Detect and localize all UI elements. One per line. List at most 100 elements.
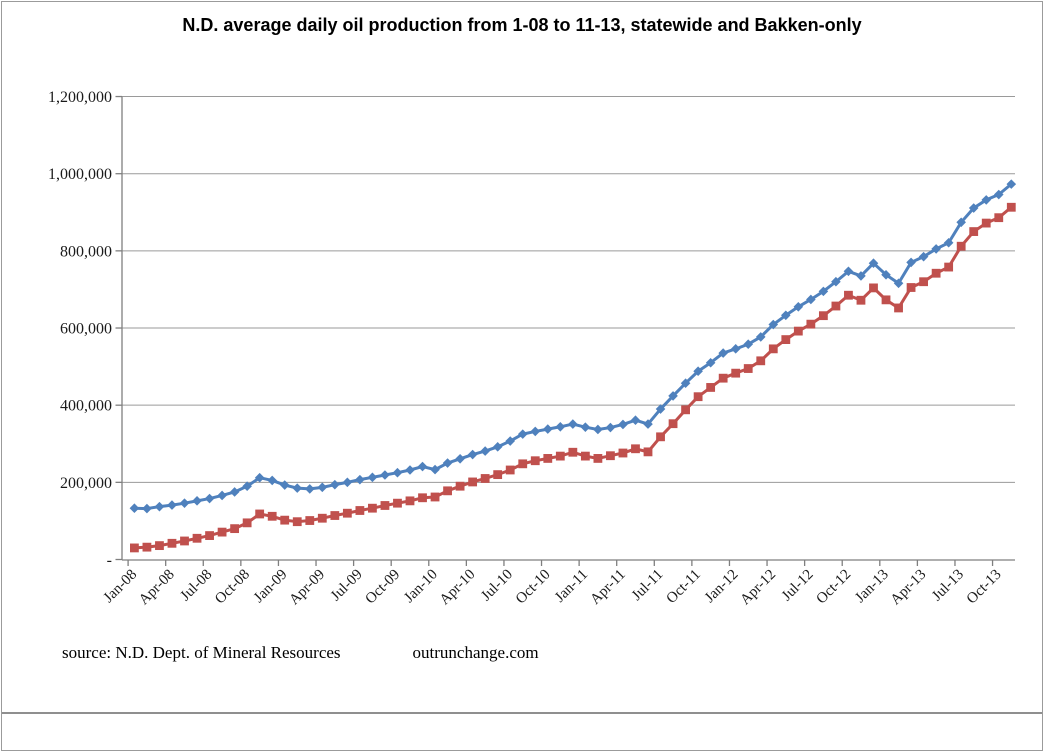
marker-square <box>831 301 841 311</box>
marker-square <box>418 493 427 503</box>
x-tick-label: Jul-09 <box>328 567 366 605</box>
y-tick-label: 600,000 <box>60 321 112 338</box>
marker-square <box>217 527 227 537</box>
marker-square <box>368 503 377 513</box>
marker-diamond <box>605 422 616 433</box>
x-tick-label: Jul-11 <box>629 567 666 604</box>
marker-diamond <box>330 479 340 490</box>
marker-square <box>1006 202 1016 212</box>
x-tick-label: Apr-08 <box>136 567 178 609</box>
marker-diamond <box>430 464 440 475</box>
marker-diamond <box>843 266 854 277</box>
x-tick-label: Apr-09 <box>286 567 328 609</box>
x-tick-label: Jul-12 <box>779 567 817 605</box>
x-tick-label: Apr-11 <box>587 567 628 608</box>
marker-square <box>656 432 665 442</box>
marker-diamond <box>292 483 303 493</box>
marker-diamond <box>517 429 528 439</box>
marker-diamond <box>167 500 177 510</box>
marker-diamond <box>918 251 929 262</box>
x-tick-label: Oct-11 <box>664 567 704 607</box>
marker-square <box>981 218 991 228</box>
x-tick-label: Jan-09 <box>251 567 291 607</box>
marker-diamond <box>492 442 503 452</box>
marker-diamond <box>831 276 841 287</box>
marker-diamond <box>943 237 954 248</box>
marker-diamond <box>618 419 628 430</box>
marker-diamond <box>242 481 252 491</box>
marker-diamond <box>367 472 378 483</box>
marker-square <box>731 368 741 378</box>
marker-square <box>430 492 440 502</box>
marker-square <box>130 543 139 553</box>
marker-square <box>681 405 690 415</box>
marker-square <box>317 513 327 523</box>
x-tick-label: Oct-10 <box>513 567 554 608</box>
x-tick-label: Jan-08 <box>101 567 141 607</box>
marker-diamond <box>480 446 490 456</box>
marker-square <box>543 454 553 463</box>
marker-square <box>242 518 252 528</box>
marker-square <box>305 516 315 525</box>
marker-diamond <box>254 472 265 483</box>
marker-square <box>280 515 290 525</box>
marker-diamond <box>743 339 754 350</box>
marker-diamond <box>467 449 478 460</box>
chart-canvas: - 200,000 400,000 600,000 800,000 1,000,000 1,… <box>48 89 1017 609</box>
marker-square <box>693 392 703 402</box>
marker-square <box>192 533 202 543</box>
marker-diamond <box>993 189 1004 200</box>
marker-square <box>844 290 853 300</box>
x-tick-label: Jan-12 <box>702 567 742 607</box>
marker-diamond <box>818 286 829 297</box>
marker-diamond <box>680 378 691 388</box>
marker-square <box>142 542 152 552</box>
marker-square <box>768 344 778 354</box>
x-tick-label: Oct-08 <box>212 567 253 608</box>
marker-diamond <box>317 482 328 493</box>
x-tick-label: Jul-08 <box>178 567 216 605</box>
marker-diamond <box>643 419 653 429</box>
marker-diamond <box>355 474 365 485</box>
marker-square <box>593 454 603 463</box>
y-axis-ticks: - 200,000 400,000 600,000 800,000 1,000,000 1,… <box>48 89 122 569</box>
marker-square <box>618 448 628 458</box>
marker-square <box>881 295 891 305</box>
source-note: source: N.D. Dept. of Mineral Resources <box>62 643 341 662</box>
marker-diamond <box>142 503 152 514</box>
y-tick-label: - <box>107 552 112 569</box>
marker-square <box>393 498 402 508</box>
marker-square <box>806 319 816 329</box>
marker-square <box>255 509 265 519</box>
marker-diamond <box>380 470 390 480</box>
marker-diamond <box>455 454 465 464</box>
marker-square <box>919 277 929 287</box>
marker-square <box>869 283 878 293</box>
marker-square <box>405 496 415 506</box>
chart-bottom-border <box>2 712 1042 714</box>
marker-diamond <box>593 424 603 435</box>
marker-diamond <box>304 484 315 494</box>
marker-square <box>718 373 728 383</box>
marker-square <box>505 465 515 475</box>
marker-diamond <box>755 332 766 342</box>
marker-square <box>643 447 653 457</box>
marker-diamond <box>793 302 804 312</box>
marker-square <box>342 508 352 518</box>
marker-diamond <box>931 244 941 254</box>
marker-diamond <box>881 269 891 280</box>
marker-diamond <box>530 426 541 437</box>
marker-square <box>568 447 578 457</box>
marker-square <box>606 451 615 461</box>
marker-diamond <box>204 493 215 504</box>
marker-square <box>530 456 540 466</box>
marker-square <box>555 451 565 461</box>
marker-diamond <box>781 310 791 321</box>
marker-square <box>230 524 240 534</box>
x-tick-label: Apr-13 <box>888 567 930 609</box>
marker-square <box>292 517 302 527</box>
marker-diamond <box>267 475 277 486</box>
marker-diamond <box>279 480 290 490</box>
marker-diamond <box>718 348 728 358</box>
